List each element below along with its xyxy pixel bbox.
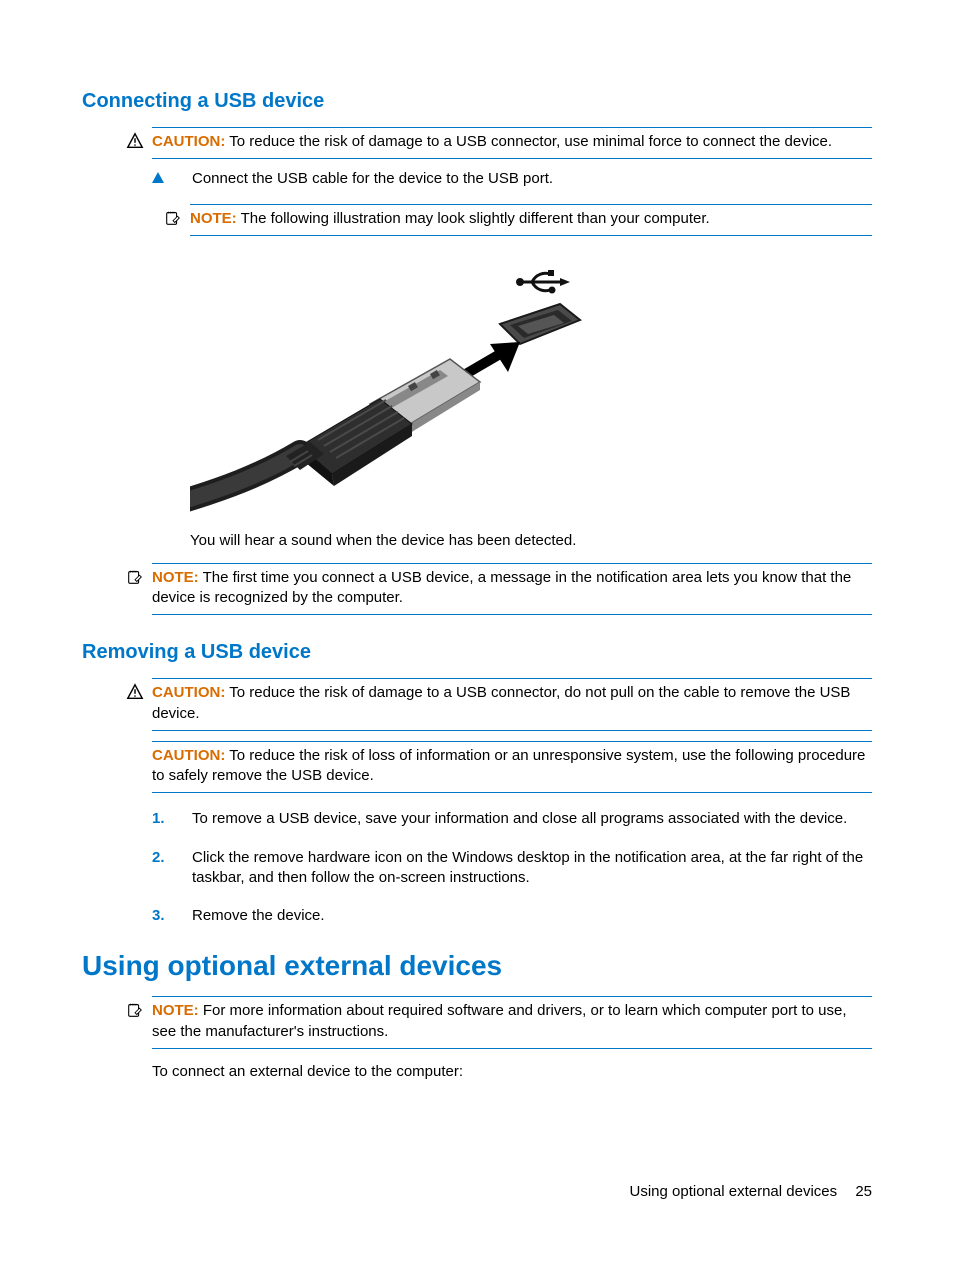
caution-text: To reduce the risk of loss of informatio…	[152, 747, 865, 784]
note-admonition: NOTE: For more information about require…	[152, 996, 872, 1049]
step-text: To remove a USB device, save your inform…	[192, 809, 872, 829]
caution-triangle-icon	[126, 132, 144, 150]
note-text: The first time you connect a USB device,…	[152, 569, 851, 606]
note-pencil-icon	[126, 1001, 144, 1019]
paragraph: To connect an external device to the com…	[152, 1063, 872, 1080]
step-number: 3.	[152, 906, 192, 926]
caution-label: CAUTION:	[152, 684, 225, 701]
note-label: NOTE:	[190, 210, 237, 227]
step-number: 1.	[152, 809, 192, 829]
ordered-steps: 1. To remove a USB device, save your inf…	[152, 809, 872, 926]
footer-section-title: Using optional external devices	[630, 1183, 838, 1200]
heading-connecting-usb: Connecting a USB device	[82, 90, 872, 113]
caution-label: CAUTION:	[152, 747, 225, 764]
step-bullet-icon	[152, 169, 192, 189]
caution-admonition: CAUTION: To reduce the risk of loss of i…	[152, 741, 872, 794]
caution-label: CAUTION:	[152, 133, 225, 150]
detected-text: You will hear a sound when the device ha…	[190, 532, 872, 549]
note-pencil-icon	[164, 209, 182, 227]
heading-removing-usb: Removing a USB device	[82, 641, 872, 664]
caution-triangle-icon	[126, 683, 144, 701]
page-number: 25	[855, 1183, 872, 1200]
note-label: NOTE:	[152, 569, 199, 586]
heading-using-optional-external: Using optional external devices	[82, 950, 872, 982]
note-text: For more information about required soft…	[152, 1002, 846, 1039]
step-text: Remove the device.	[192, 906, 872, 926]
usb-illustration	[190, 254, 610, 514]
caution-text: To reduce the risk of damage to a USB co…	[229, 133, 832, 150]
step-text: Connect the USB cable for the device to …	[192, 169, 872, 189]
step-row: 3. Remove the device.	[152, 906, 872, 926]
step-text: Click the remove hardware icon on the Wi…	[192, 848, 872, 889]
note-admonition: NOTE: The first time you connect a USB d…	[152, 563, 872, 616]
caution-admonition: CAUTION: To reduce the risk of damage to…	[152, 127, 872, 159]
caution-admonition: CAUTION: To reduce the risk of damage to…	[152, 678, 872, 731]
page-footer: Using optional external devices 25	[630, 1183, 872, 1200]
step-row: 1. To remove a USB device, save your inf…	[152, 809, 872, 829]
note-label: NOTE:	[152, 1002, 199, 1019]
step-row: 2. Click the remove hardware icon on the…	[152, 848, 872, 889]
document-page: Connecting a USB device CAUTION: To redu…	[0, 0, 954, 1270]
step-block: Connect the USB cable for the device to …	[152, 169, 872, 189]
step-number: 2.	[152, 848, 192, 889]
note-admonition: NOTE: The following illustration may loo…	[190, 204, 872, 236]
caution-text: To reduce the risk of damage to a USB co…	[152, 684, 850, 721]
note-text: The following illustration may look slig…	[241, 210, 710, 227]
note-pencil-icon	[126, 568, 144, 586]
